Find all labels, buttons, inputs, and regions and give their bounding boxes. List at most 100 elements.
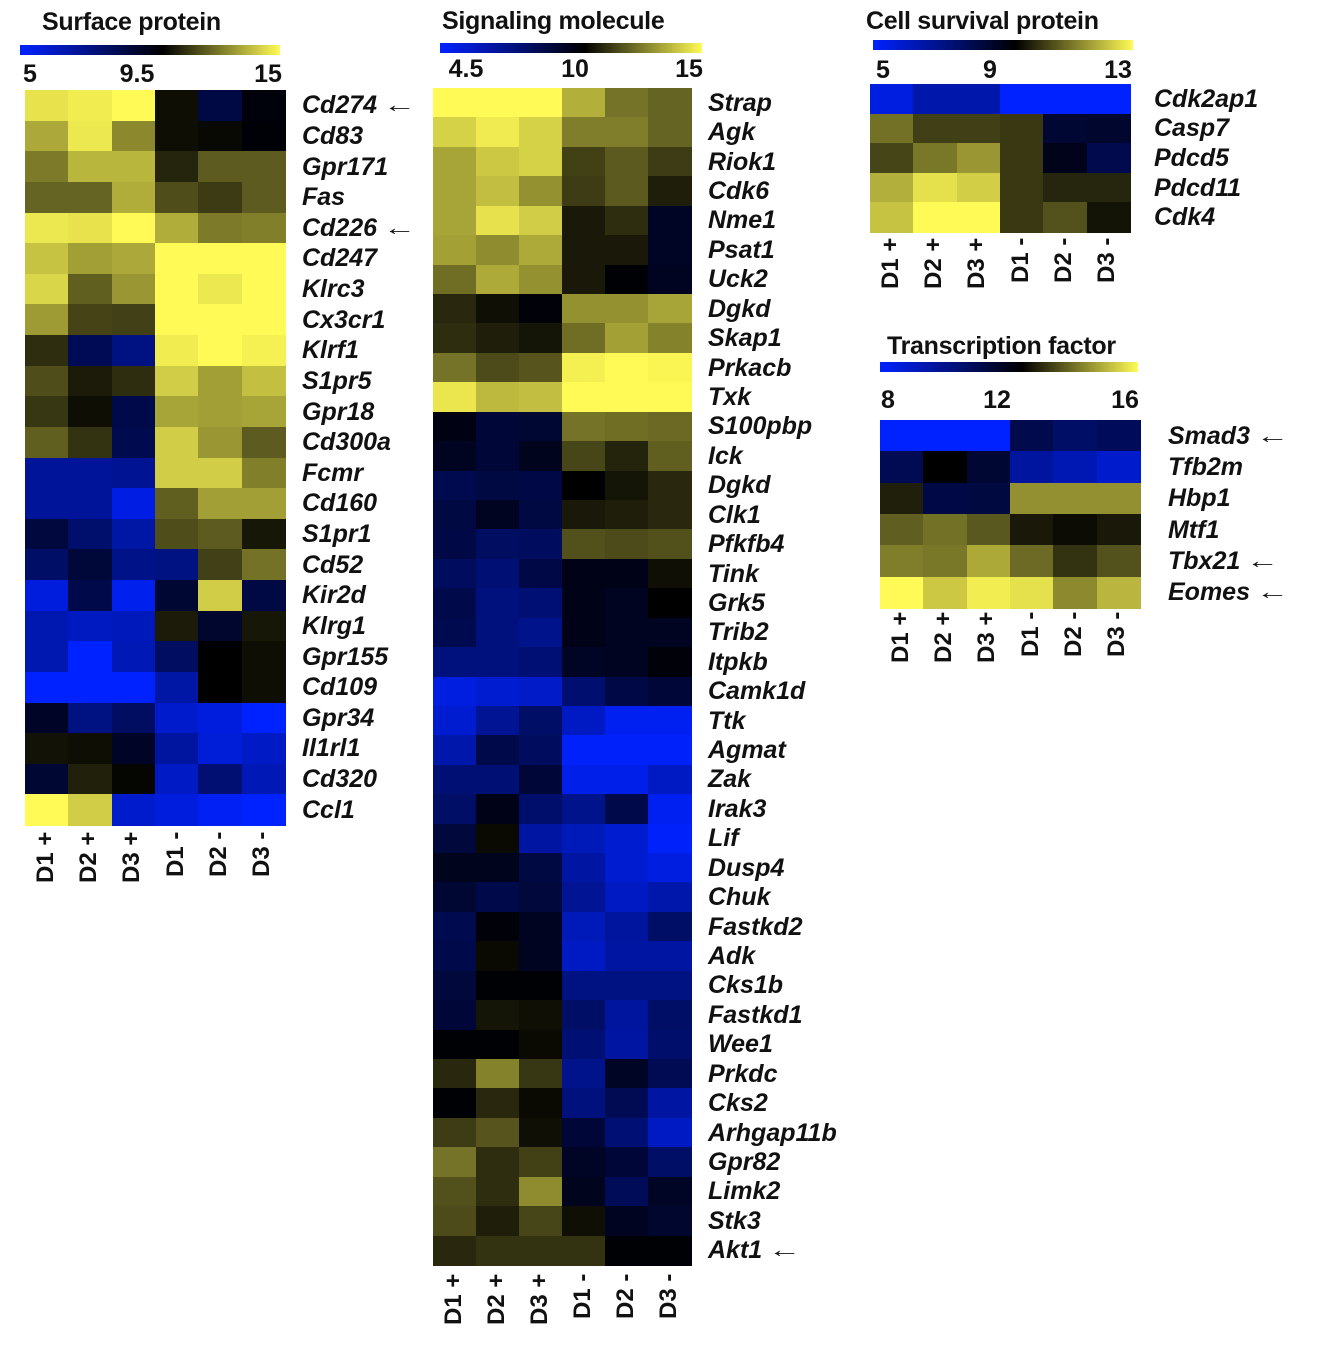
heatmap-cell [198,580,243,612]
heatmap-cell [1043,202,1088,233]
heatmap-cell [476,588,520,619]
heatmap-cell [648,1029,692,1060]
heatmap-cell [648,441,692,472]
heatmap-cell [605,323,649,354]
heatmap-cell [605,588,649,619]
heatmap-cell [648,382,692,413]
heatmap-cell [25,702,69,734]
heatmap-cell [476,411,520,442]
heatmap-cell [433,676,477,707]
column-label-sample: D3 - [654,1273,682,1319]
heatmap-cell [648,88,692,119]
heatmap-cell [519,705,563,736]
heatmap-cell [433,529,477,560]
heatmap-cell [476,735,520,766]
heatmap-cell [648,1088,692,1119]
heatmap-cell [241,641,286,673]
heatmap-cell [476,352,520,383]
heatmap-cell [25,641,69,673]
heatmap-cell [198,365,243,397]
heatmap-cell [648,911,692,942]
row-label-gene: Chuk [708,883,771,912]
heatmap-cell [1000,143,1044,174]
heatmap-cell [476,1206,520,1237]
heatmap-cell [476,146,520,177]
column-label-sample: D1 + [31,831,59,883]
row-label-gene: Pdcd11 [1154,173,1242,202]
row-label-gene: Prkdc [708,1059,778,1088]
heatmap-cell [966,482,1011,515]
heatmap-cell [433,470,477,501]
heatmap-cell [198,733,243,765]
heatmap-cell [433,205,477,236]
heatmap-cell [476,941,520,972]
heatmap-cell [1096,482,1141,515]
heatmap-cell [476,441,520,472]
row-label-gene: Pfkfb4 [708,530,785,559]
heatmap-cell [111,671,156,704]
heatmap-cell [880,420,924,452]
row-label-gene: Adk [708,942,756,971]
heatmap-cell [198,243,243,275]
row-label-gene: Grk5 [708,588,765,617]
color-scale-tick-label: 15 [254,60,282,88]
heatmap-cell [25,549,69,581]
column-label-sample: D2 + [482,1273,510,1325]
heatmap-cell [562,264,606,295]
row-label-gene: Cd83 [302,121,364,150]
heatmap-cell [605,735,649,766]
heatmap-cell [519,823,563,854]
heatmap-cell [241,335,286,367]
heatmap-cell [519,558,563,589]
arrow-left-icon: ← [768,1237,801,1263]
heatmap-cell [648,970,692,1001]
heatmap-cell [476,1117,520,1148]
row-label-gene: Clk1 [708,500,761,529]
heatmap-cell [198,671,243,704]
column-label-sample: D3 - [1093,237,1121,283]
heatmap-cell [155,151,199,183]
heatmap-cell [433,264,477,295]
heatmap-cell [198,181,243,214]
heatmap-cell [111,549,156,581]
heatmap-cell [562,1029,606,1060]
heatmap-cell [519,911,563,942]
heatmap-cell [562,853,606,884]
heatmap-cell [1096,514,1141,546]
row-label-gene: Pdcd5 [1154,144,1230,172]
heatmap-cell [241,243,286,275]
color-scale-tick-label: 9 [983,56,997,84]
heatmap-cell [956,113,1001,144]
row-label-gene: Fcmr [302,458,364,487]
heatmap-cell [25,335,69,367]
heatmap-cell [913,172,958,203]
heatmap-cell [519,647,563,678]
heatmap-cell [111,396,156,428]
heatmap-cell [155,426,199,459]
heatmap-cell [433,794,477,825]
row-label-gene: Dusp4 [708,853,785,882]
heatmap-cell [870,143,914,174]
heatmap-cell [111,273,156,305]
heatmap-cell [562,323,606,354]
heatmap-cell [25,794,69,826]
heatmap-cell [648,617,692,648]
heatmap-cell [155,396,199,428]
row-label-gene: Cd247 [302,244,378,273]
heatmap-cell [476,117,520,148]
row-label-gene: Ick [708,441,743,470]
heatmap-cell [68,273,113,305]
row-label-gene: Cx3cr1 [302,305,386,334]
column-label-sample: D3 + [118,831,146,883]
row-label-gene: Cdk6 [708,176,770,205]
heatmap-cell [68,671,113,704]
heatmap-cell [68,518,113,550]
heatmap-cell [476,794,520,825]
heatmap-cell [111,702,156,734]
heatmap-cell [476,1088,520,1119]
heatmap-cell [476,911,520,942]
heatmap-cell [605,1029,649,1060]
heatmap-cell [519,853,563,884]
heatmap-cell [605,117,649,148]
heatmap-cell [433,853,477,884]
